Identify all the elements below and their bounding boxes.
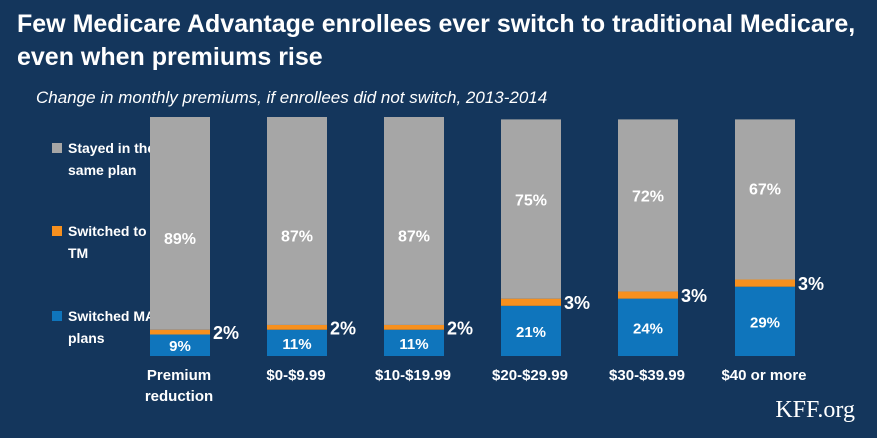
data-label-stayed-3: 75%	[515, 193, 547, 210]
bar-switched_ma-5	[735, 286, 795, 356]
data-label-stayed-5: 67%	[749, 182, 781, 199]
bar-stayed-1	[267, 117, 327, 325]
bar-stayed-2	[384, 117, 444, 325]
bar-switched_ma-4	[618, 298, 678, 356]
bar-switched_ma-3	[501, 305, 561, 356]
legend-item-stayed: Stayed in the same plan	[52, 137, 158, 181]
bar-stayed-0	[150, 117, 210, 330]
data-label-switched-ma-4: 24%	[633, 320, 663, 337]
legend-label-switched-tm: Switched to TM	[68, 223, 147, 261]
bar-switched_tm-2	[384, 324, 444, 330]
data-label-stayed-2: 87%	[398, 229, 430, 246]
data-label-switched-ma-3: 21%	[516, 324, 546, 341]
data-label-switched-ma-1: 11%	[282, 336, 311, 353]
bar-switched_ma-2	[384, 329, 444, 356]
x-tick-label-2: $10-$19.99	[375, 367, 451, 384]
legend-swatch-switched-tm	[52, 226, 62, 236]
bar-switched_tm-5	[735, 279, 795, 287]
legend-item-switched-tm: Switched to TM	[52, 220, 158, 264]
data-label-stayed-1: 87%	[281, 229, 313, 246]
x-tick-label-0: Premium	[147, 367, 211, 384]
bar-stayed-3	[501, 119, 561, 299]
data-label-stayed-4: 72%	[632, 188, 664, 205]
legend-label-stayed: Stayed in the same plan	[68, 140, 156, 178]
bar-switched_ma-1	[267, 329, 327, 356]
data-label-switched-tm-4: 3%	[681, 286, 707, 306]
x-tick-label-5: $40 or more	[721, 367, 806, 384]
data-label-switched-ma-2: 11%	[399, 336, 428, 353]
x-tick-label-4: $30-$39.99	[609, 367, 685, 384]
bar-switched_tm-1	[267, 324, 327, 330]
legend-swatch-stayed	[52, 143, 62, 153]
legend-label-switched-ma: Switched MA plans	[68, 308, 155, 346]
chart-title: Few Medicare Advantage enrollees ever sw…	[17, 10, 856, 71]
x-tick-label-1: $0-$9.99	[266, 367, 325, 384]
x-tick-label-3: $20-$29.99	[492, 367, 568, 384]
data-label-switched-tm-5: 3%	[798, 274, 824, 294]
x-tick-label-0-line2: reduction	[145, 388, 213, 405]
bar-switched_ma-0	[150, 334, 210, 356]
data-label-switched-tm-0: 2%	[213, 323, 239, 343]
legend-item-switched-ma: Switched MA plans	[52, 305, 158, 349]
data-label-switched-ma-0: 9%	[169, 338, 191, 355]
bar-switched_tm-3	[501, 298, 561, 306]
data-label-switched-tm-3: 3%	[564, 293, 590, 313]
source-label: KFF.org	[775, 397, 855, 423]
data-label-stayed-0: 89%	[164, 231, 196, 248]
bar-switched_tm-4	[618, 291, 678, 299]
bar-stayed-5	[735, 119, 795, 280]
bar-switched_tm-0	[150, 329, 210, 335]
legend-swatch-switched-ma	[52, 311, 62, 321]
data-label-switched-tm-2: 2%	[447, 318, 473, 338]
chart-subtitle: Change in monthly premiums, if enrollees…	[36, 88, 548, 107]
data-label-switched-tm-1: 2%	[330, 318, 356, 338]
bar-stayed-4	[618, 119, 678, 292]
data-label-switched-ma-5: 29%	[750, 314, 780, 331]
